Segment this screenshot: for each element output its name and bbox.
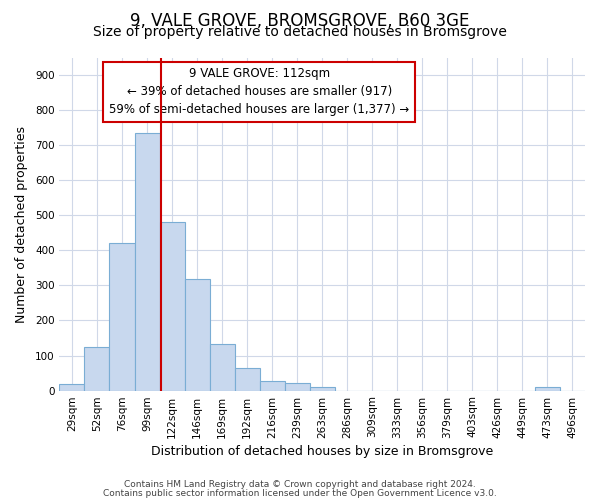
Text: 9 VALE GROVE: 112sqm
← 39% of detached houses are smaller (917)
59% of semi-deta: 9 VALE GROVE: 112sqm ← 39% of detached h… — [109, 68, 409, 116]
Bar — [209, 344, 235, 391]
Bar — [235, 368, 260, 390]
Bar — [134, 133, 160, 390]
Bar — [185, 279, 209, 390]
Bar — [260, 381, 284, 390]
Text: Contains public sector information licensed under the Open Government Licence v3: Contains public sector information licen… — [103, 488, 497, 498]
Text: 9, VALE GROVE, BROMSGROVE, B60 3GE: 9, VALE GROVE, BROMSGROVE, B60 3GE — [130, 12, 470, 30]
Bar — [160, 222, 185, 390]
X-axis label: Distribution of detached houses by size in Bromsgrove: Distribution of detached houses by size … — [151, 444, 493, 458]
Text: Contains HM Land Registry data © Crown copyright and database right 2024.: Contains HM Land Registry data © Crown c… — [124, 480, 476, 489]
Bar — [284, 383, 310, 390]
Bar — [85, 346, 109, 391]
Bar — [109, 244, 134, 390]
Bar — [535, 387, 560, 390]
Bar — [59, 384, 85, 390]
Bar — [310, 387, 335, 390]
Text: Size of property relative to detached houses in Bromsgrove: Size of property relative to detached ho… — [93, 25, 507, 39]
Y-axis label: Number of detached properties: Number of detached properties — [15, 126, 28, 322]
